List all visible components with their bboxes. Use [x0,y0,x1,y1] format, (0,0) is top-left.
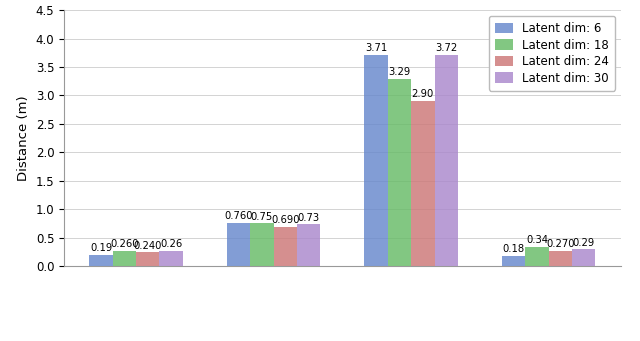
Bar [250,223,274,266]
Bar [90,255,113,266]
Text: 2.90: 2.90 [412,89,434,100]
Bar [548,251,572,266]
Bar [525,247,548,266]
Y-axis label: Distance (m): Distance (m) [17,95,30,181]
Bar [388,79,411,266]
Bar [502,256,525,266]
Text: 3.72: 3.72 [435,43,458,53]
Text: 0.34: 0.34 [526,235,548,245]
Bar [411,101,435,266]
Bar [435,55,458,266]
Bar [159,251,183,266]
Text: 3.29: 3.29 [388,67,411,77]
Bar [297,224,321,266]
Legend: Latent dim: 6, Latent dim: 18, Latent dim: 24, Latent dim: 30: Latent dim: 6, Latent dim: 18, Latent di… [489,16,615,91]
Text: 0.690: 0.690 [271,215,300,225]
Text: 0.240: 0.240 [134,241,162,251]
Text: 0.75: 0.75 [251,212,273,222]
Bar [364,55,388,266]
Text: 0.270: 0.270 [546,239,575,249]
Text: 0.760: 0.760 [224,211,253,221]
Bar [572,250,595,266]
Text: 0.19: 0.19 [90,243,112,253]
Text: 0.18: 0.18 [502,244,525,254]
Bar [113,251,136,266]
Bar [274,227,297,266]
Text: 0.26: 0.26 [160,239,182,250]
Text: 0.73: 0.73 [298,213,320,223]
Text: 0.260: 0.260 [110,239,139,250]
Bar [136,252,159,266]
Bar [227,223,250,266]
Text: 3.71: 3.71 [365,43,387,54]
Text: 0.29: 0.29 [573,238,595,248]
